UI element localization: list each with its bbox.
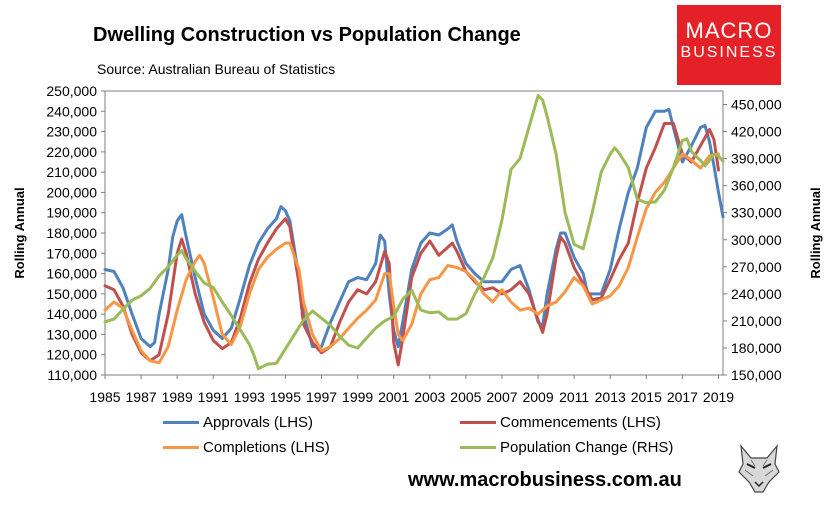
- x-tick-label: 1991: [198, 389, 229, 405]
- y-right-tick-label: 300,000: [731, 232, 782, 248]
- x-tick-label: 1985: [89, 389, 120, 405]
- x-tick-label: 1987: [126, 389, 157, 405]
- x-tick-label: 2011: [559, 389, 589, 405]
- y-right-tick-label: 360,000: [731, 178, 782, 194]
- legend-swatch: [460, 445, 496, 449]
- y-left-tick-label: 220,000: [46, 144, 97, 160]
- y-right-tick-label: 180,000: [731, 340, 782, 356]
- x-tick-label: 1993: [234, 389, 265, 405]
- series-line-completions: [103, 152, 720, 365]
- x-tick-label: 1989: [162, 389, 193, 405]
- y-right-tick-label: 210,000: [731, 313, 782, 329]
- y-left-tick-label: 190,000: [46, 205, 97, 221]
- x-tick-label: 2019: [703, 389, 734, 405]
- y-left-tick-label: 230,000: [46, 124, 97, 140]
- series-line-population-change: [103, 94, 725, 371]
- x-tick-label: 1999: [342, 389, 373, 405]
- y-left-tick-label: 210,000: [46, 164, 97, 180]
- y-right-tick-label: 240,000: [731, 286, 782, 302]
- x-tick-label: 2003: [414, 389, 445, 405]
- logo-text-business: BUSINESS: [680, 44, 778, 61]
- series-line-approvals: [103, 107, 725, 349]
- x-tick-label: 1995: [270, 389, 301, 405]
- y-right-tick-label: 420,000: [731, 124, 782, 140]
- y-right-tick-label: 390,000: [731, 151, 782, 167]
- x-tick-label: 2015: [631, 389, 662, 405]
- legend-swatch: [163, 445, 199, 449]
- chart-source: Source: Australian Bureau of Statistics: [97, 61, 336, 77]
- x-tick-label: 2001: [378, 389, 409, 405]
- legend-item: Completions (LHS): [163, 437, 330, 457]
- legend-swatch: [460, 420, 496, 424]
- legend-item: Commencements (LHS): [460, 412, 661, 432]
- wolf-head-icon-graphic: [735, 442, 783, 494]
- legend-label: Approvals (LHS): [203, 413, 314, 431]
- series-line-commencements: [103, 122, 720, 367]
- y-right-tick-label: 450,000: [731, 97, 782, 113]
- y-left-tick-label: 180,000: [46, 225, 97, 241]
- y-left-tick-label: 130,000: [46, 326, 97, 342]
- website-url: www.macrobusiness.com.au: [408, 469, 682, 491]
- y-right-axis-title: Rolling Annual: [808, 187, 823, 278]
- macrobusiness-logo: MACRO BUSINESS: [677, 5, 781, 85]
- y-left-tick-label: 110,000: [47, 367, 97, 383]
- y-left-axis-title: Rolling Annual: [12, 187, 27, 278]
- y-left-tick-label: 150,000: [46, 286, 97, 302]
- wolf-head-icon: [735, 442, 783, 494]
- x-tick-label: 2013: [595, 389, 626, 405]
- legend-label: Population Change (RHS): [500, 438, 674, 456]
- x-tick-label: 2017: [667, 389, 698, 405]
- y-left-tick-label: 240,000: [46, 103, 97, 119]
- legend-label: Commencements (LHS): [500, 413, 661, 431]
- y-right-tick-label: 330,000: [731, 205, 782, 221]
- legend-swatch: [163, 420, 199, 424]
- logo-text-macro: MACRO: [685, 18, 773, 43]
- x-tick-label: 2005: [450, 389, 481, 405]
- y-left-tick-label: 250,000: [46, 83, 97, 99]
- y-right-tick-label: 270,000: [731, 259, 782, 275]
- legend-item: Population Change (RHS): [460, 437, 673, 457]
- y-right-tick-label: 150,000: [731, 367, 782, 383]
- y-left-tick-label: 170,000: [46, 245, 97, 261]
- legend-label: Completions (LHS): [203, 438, 330, 456]
- x-tick-label: 2009: [522, 389, 553, 405]
- y-left-tick-label: 140,000: [46, 306, 97, 322]
- x-tick-label: 1997: [306, 389, 337, 405]
- y-left-tick-label: 160,000: [46, 266, 97, 282]
- legend-item: Approvals (LHS): [163, 412, 313, 432]
- y-left-tick-label: 200,000: [46, 184, 97, 200]
- page-title: Dwelling Construction vs Population Chan…: [93, 24, 521, 46]
- x-tick-label: 2007: [486, 389, 517, 405]
- y-left-tick-label: 120,000: [46, 347, 97, 363]
